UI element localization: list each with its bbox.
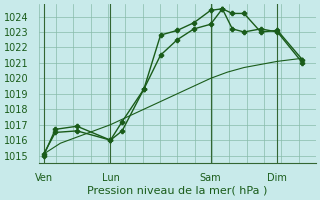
X-axis label: Pression niveau de la mer( hPa ): Pression niveau de la mer( hPa ) bbox=[87, 186, 268, 196]
